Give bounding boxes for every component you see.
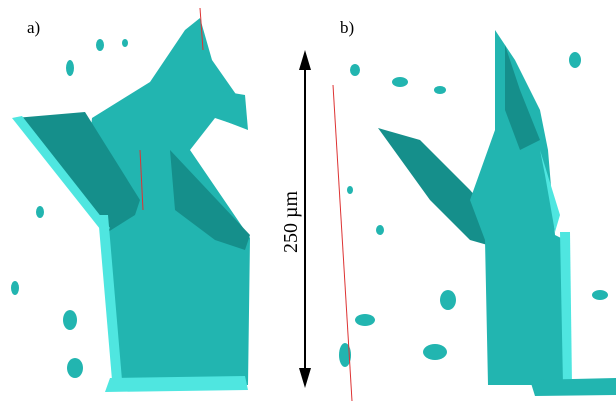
scale-bar: 250 µm: [280, 50, 311, 388]
panel-a-render: a): [11, 8, 250, 392]
panel-label: a): [27, 18, 40, 37]
scale-label: 250 µm: [280, 191, 302, 254]
panel-b-render: b): [333, 18, 616, 401]
panel-label: b): [340, 18, 354, 37]
figure: a) 250 µm b): [0, 0, 616, 401]
